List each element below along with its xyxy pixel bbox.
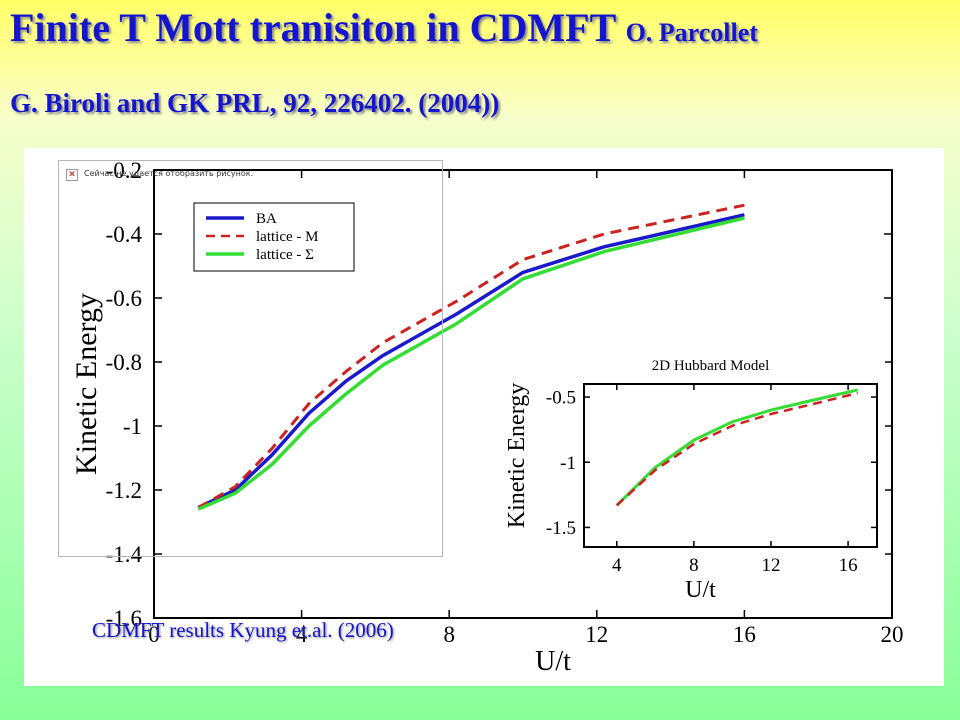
inset-chart: 4 8 12 16 -1.5 -1 -0.5 2D Hubbard Model Kineti…: [484, 352, 885, 609]
inset-series-line-solid: [615, 388, 859, 507]
main-legend: BA lattice - M lattice - Σ: [193, 202, 355, 272]
legend-label-lattice-m: lattice - M: [256, 229, 318, 245]
y-tick-label: -1: [123, 414, 142, 439]
x-tick-label: 12: [761, 555, 780, 576]
main-series-line-lattice: [197, 216, 745, 511]
y-tick-label: -1: [560, 453, 576, 474]
x-tick-label: 8: [689, 555, 699, 576]
figure-caption: CDMFT results Kyung et.al. (2006): [92, 618, 394, 642]
main-series-line-ba: [197, 213, 745, 510]
inset-x-axis-label: U/t: [685, 577, 716, 603]
inset-series-line-dashed: [615, 391, 858, 507]
figure-panel: 0 4 8 12 16 20 -1.6 -1.4 -1.2 -1 -0.8 -0.6 -0.4 -0.2 …: [24, 148, 944, 686]
legend-label-ba: BA: [256, 211, 277, 227]
slide-subtitle: G. Biroli and GK PRL, 92, 226402. (2004)…: [10, 88, 500, 118]
x-tick-label: 12: [585, 622, 608, 647]
main-ticks: 0 4 8 12 16 20 -1.6 -1.4 -1.2 -1 -0.8 -0.6 -0.4 -0.2: [106, 158, 904, 647]
main-series-lines: [197, 203, 745, 511]
x-tick-label: 16: [733, 622, 756, 647]
x-tick-label: 20: [881, 622, 904, 647]
broken-image-icon: ✕: [66, 169, 78, 181]
missing-image-placeholder: ✕ Сейчас не удается отобразить рисунок.: [58, 160, 443, 557]
y-tick-label: -0.8: [106, 350, 142, 375]
y-tick-label: -0.6: [106, 286, 142, 311]
y-tick-label: -1.5: [546, 518, 576, 539]
kinetic-energy-chart: 0 4 8 12 16 20-1.6-1.4-1.2-1-0.8-0.6-0.4-0.2 …: [70, 158, 904, 677]
y-tick-label: -1.6: [106, 606, 142, 631]
inset-ticks: 4 8 12 16 -1.5 -1 -0.5: [546, 384, 877, 576]
x-tick-label: 8: [443, 622, 455, 647]
main-chart: 0 4 8 12 16 20-1.6-1.4-1.2-1-0.8-0.6-0.4-0.2 …: [70, 158, 904, 677]
slide-title: Finite T Mott tranisiton in CDMFT O. Par…: [10, 4, 758, 57]
inset-plot-frame: [583, 383, 878, 548]
y-tick-label: -1.2: [106, 478, 142, 503]
y-tick-label: -0.4: [106, 222, 143, 247]
y-tick-label: -0.5: [546, 388, 576, 409]
x-tick-label: 4: [612, 555, 622, 576]
x-tick-label: 0: [148, 622, 160, 647]
slide-title-author: O. Parcollet: [625, 18, 758, 47]
main-x-axis-label: U/t: [535, 646, 571, 677]
legend-label-lattice-sigma: lattice - Σ: [256, 247, 314, 263]
y-tick-label: -1.4: [106, 542, 143, 567]
main-y-axis-label: Kinetic Energy: [70, 293, 103, 475]
legend-box: [193, 202, 355, 272]
inset-title: 2D Hubbard Model: [652, 358, 769, 374]
main-plot-frame: [153, 169, 893, 619]
y-tick-label: -0.2: [106, 158, 142, 183]
x-tick-label: 4: [296, 622, 308, 647]
main-series-line-lattice-m: [197, 203, 745, 509]
inset-series-lines: [615, 388, 859, 507]
slide-title-text: Finite T Mott tranisiton in CDMFT: [10, 5, 616, 50]
x-tick-label: 16: [839, 555, 858, 576]
inset-y-axis-label: Kinetic Energy: [504, 383, 530, 529]
placeholder-message: Сейчас не удается отобразить рисунок.: [84, 169, 254, 178]
inset-background: [484, 352, 885, 609]
